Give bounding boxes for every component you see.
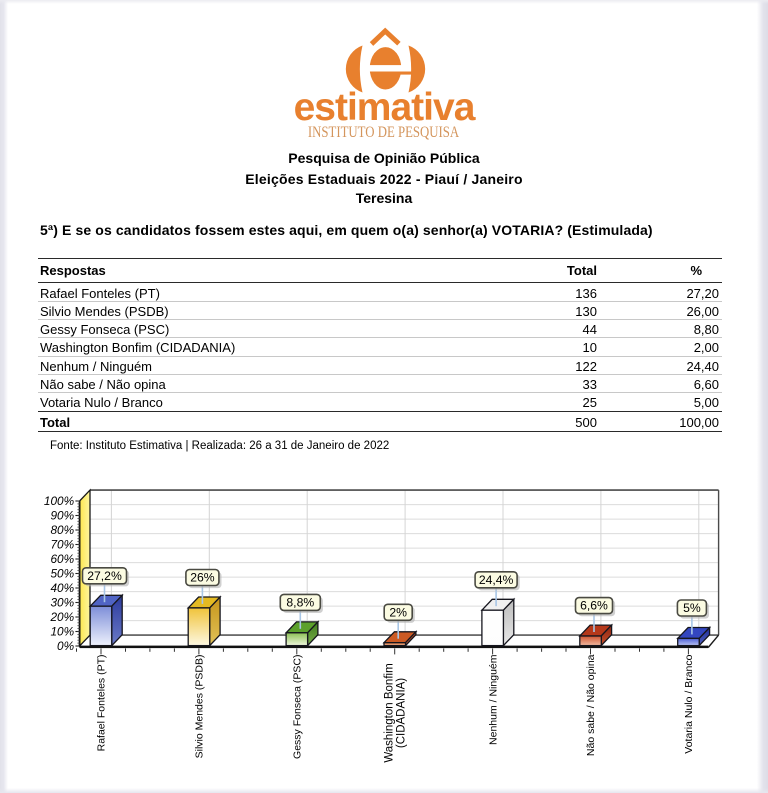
svg-text:10%: 10% (50, 625, 74, 639)
svg-text:6,6%: 6,6% (580, 599, 608, 613)
svg-text:70%: 70% (50, 538, 74, 552)
svg-text:Não sabe / Não opina: Não sabe / Não opina (585, 654, 597, 756)
svg-text:20%: 20% (49, 610, 74, 624)
svg-text:8,8%: 8,8% (286, 595, 314, 609)
svg-text:60%: 60% (50, 552, 74, 566)
svg-text:40%: 40% (50, 581, 74, 595)
svg-text:Silvio Mendes (PSDB): Silvio Mendes (PSDB) (194, 655, 206, 759)
svg-text:27,2%: 27,2% (87, 569, 122, 583)
svg-text:30%: 30% (50, 596, 74, 610)
svg-text:Washington Bonfim: Washington Bonfim (383, 663, 395, 762)
svg-text:Rafael Fonteles (PT): Rafael Fonteles (PT) (96, 655, 108, 752)
svg-text:50%: 50% (50, 567, 74, 581)
svg-text:2%: 2% (389, 605, 407, 619)
svg-text:Gessy Fonseca (PSC): Gessy Fonseca (PSC) (292, 655, 304, 759)
svg-text:100%: 100% (44, 494, 74, 508)
svg-text:(CIDADANIA): (CIDADANIA) (395, 678, 407, 748)
svg-text:Nenhum / Ninguém: Nenhum / Ninguém (487, 654, 499, 745)
svg-text:80%: 80% (50, 523, 74, 537)
svg-text:5%: 5% (683, 601, 701, 615)
svg-text:0%: 0% (57, 639, 74, 653)
svg-text:26%: 26% (190, 571, 215, 585)
svg-text:90%: 90% (50, 509, 74, 523)
svg-text:Votaria Nulo / Branco: Votaria Nulo / Branco (683, 654, 695, 753)
svg-text:24,4%: 24,4% (479, 573, 514, 587)
